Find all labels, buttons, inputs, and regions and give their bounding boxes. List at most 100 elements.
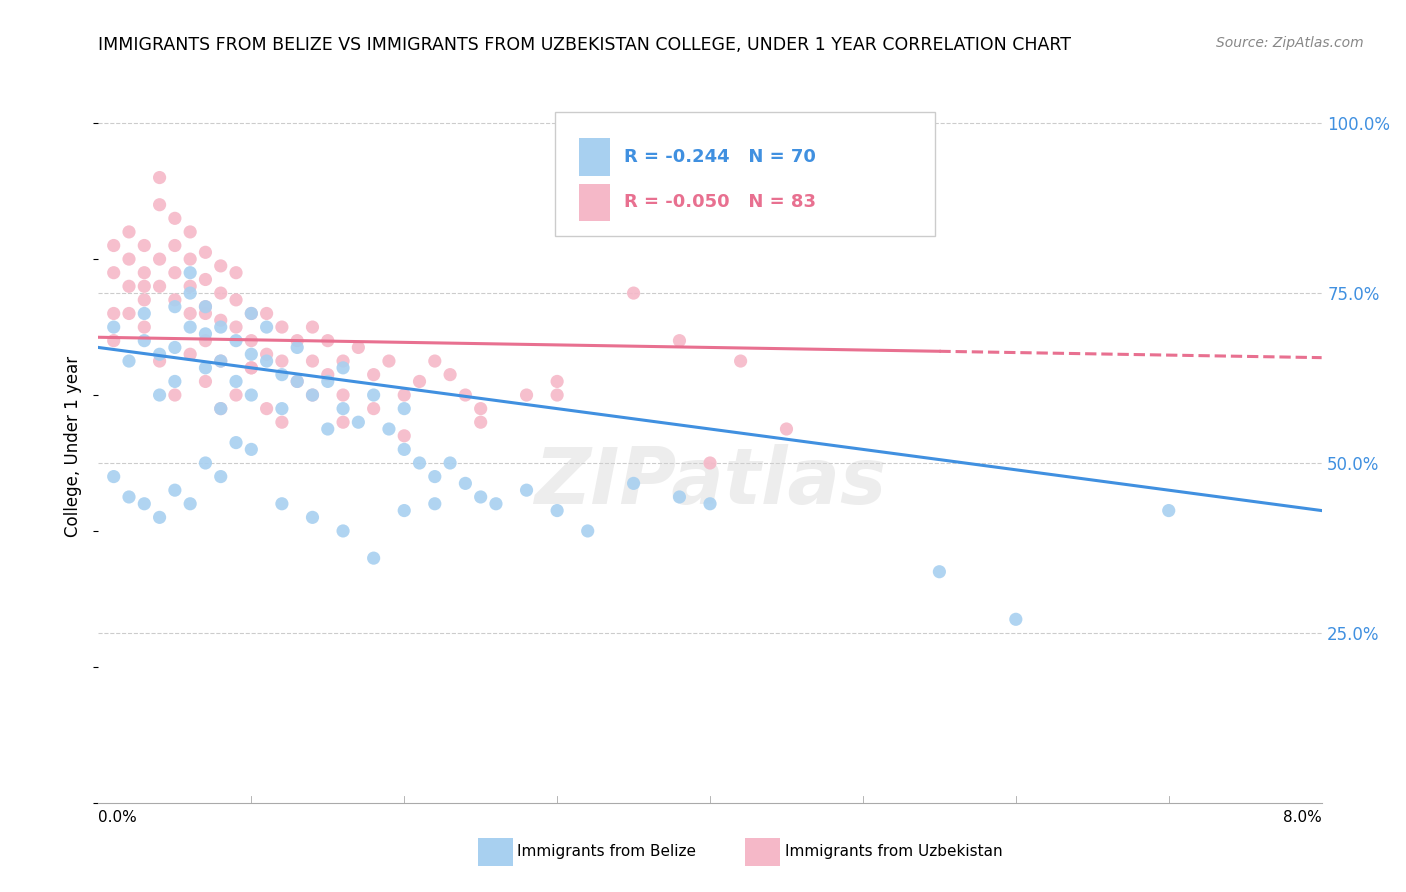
Point [378, 354, 401, 368]
Point [285, 334, 308, 348]
Point [194, 334, 217, 348]
Point [179, 266, 201, 280]
Point [209, 313, 232, 327]
Text: 8.0%: 8.0% [1282, 810, 1322, 825]
Point [194, 375, 217, 389]
Point [408, 456, 430, 470]
Text: IMMIGRANTS FROM BELIZE VS IMMIGRANTS FROM UZBEKISTAN COLLEGE, UNDER 1 YEAR CORRE: IMMIGRANTS FROM BELIZE VS IMMIGRANTS FRO… [98, 36, 1071, 54]
Point [118, 279, 141, 293]
Point [134, 293, 156, 307]
Point [209, 354, 232, 368]
Point [134, 320, 156, 334]
Point [423, 469, 446, 483]
Point [301, 388, 323, 402]
Point [316, 368, 339, 382]
Point [179, 252, 201, 266]
Point [516, 483, 538, 498]
Point [209, 320, 232, 334]
Point [163, 238, 186, 252]
Text: Immigrants from Uzbekistan: Immigrants from Uzbekistan [785, 845, 1002, 859]
Point [256, 320, 278, 334]
Text: R = -0.244   N = 70: R = -0.244 N = 70 [624, 148, 815, 166]
Point [623, 476, 645, 491]
Point [194, 360, 217, 375]
Point [149, 354, 172, 368]
Text: Source: ZipAtlas.com: Source: ZipAtlas.com [1216, 36, 1364, 50]
Point [163, 266, 186, 280]
Point [332, 388, 354, 402]
Point [134, 266, 156, 280]
Point [1004, 612, 1026, 626]
Point [149, 510, 172, 524]
Point [103, 306, 125, 320]
Point [103, 320, 125, 334]
Point [225, 320, 247, 334]
Point [179, 286, 201, 301]
Point [347, 415, 370, 429]
Point [699, 456, 721, 470]
Point [316, 334, 339, 348]
Point [149, 279, 172, 293]
Point [363, 401, 385, 416]
Point [439, 368, 461, 382]
Point [149, 388, 172, 402]
Point [270, 497, 294, 511]
Point [270, 368, 294, 382]
Y-axis label: College, Under 1 year: College, Under 1 year [65, 355, 83, 537]
Point [163, 293, 186, 307]
Point [285, 375, 308, 389]
Point [285, 341, 308, 355]
Point [256, 306, 278, 320]
Point [256, 401, 278, 416]
Point [225, 375, 247, 389]
Point [118, 225, 141, 239]
Point [363, 368, 385, 382]
Point [194, 326, 217, 341]
Point [270, 354, 294, 368]
Point [240, 388, 263, 402]
Point [209, 286, 232, 301]
Point [240, 360, 263, 375]
Point [194, 300, 217, 314]
Point [454, 388, 477, 402]
Point [423, 354, 446, 368]
Point [301, 510, 323, 524]
Point [118, 306, 141, 320]
Point [179, 279, 201, 293]
Point [163, 300, 186, 314]
Point [240, 334, 263, 348]
Point [103, 469, 125, 483]
Point [392, 401, 416, 416]
Point [516, 388, 538, 402]
Point [270, 401, 294, 416]
Point [134, 238, 156, 252]
Point [240, 306, 263, 320]
Point [576, 524, 599, 538]
Point [240, 442, 263, 457]
Point [408, 375, 430, 389]
Point [392, 503, 416, 517]
Point [332, 415, 354, 429]
Point [668, 490, 690, 504]
Point [134, 306, 156, 320]
Text: ZIPatlas: ZIPatlas [534, 443, 886, 520]
Point [730, 354, 752, 368]
Point [392, 388, 416, 402]
Point [363, 388, 385, 402]
Point [209, 401, 232, 416]
Point [209, 469, 232, 483]
Point [103, 334, 125, 348]
Point [378, 422, 401, 436]
Point [163, 211, 186, 226]
Point [225, 266, 247, 280]
Point [332, 524, 354, 538]
Point [347, 341, 370, 355]
Point [149, 347, 172, 361]
Text: 0.0%: 0.0% [98, 810, 138, 825]
Point [209, 354, 232, 368]
Point [546, 388, 568, 402]
Point [163, 483, 186, 498]
Point [194, 300, 217, 314]
Point [316, 422, 339, 436]
Point [363, 551, 385, 566]
